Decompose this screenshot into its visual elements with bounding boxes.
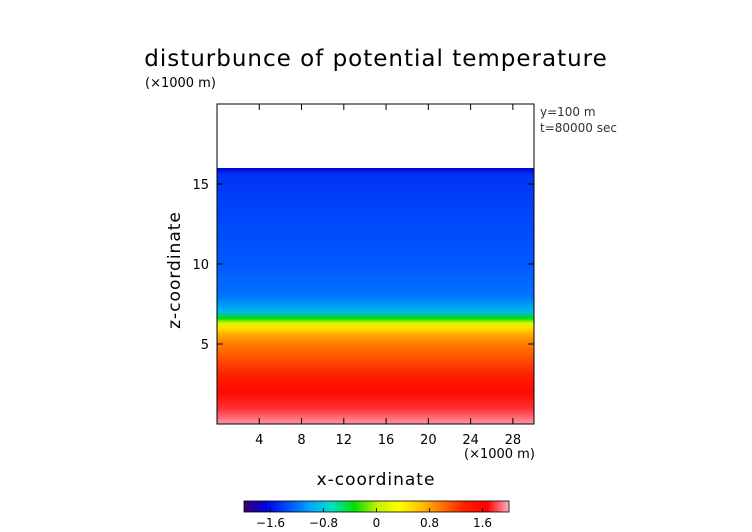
x-tick-label: 20 bbox=[420, 433, 437, 448]
colorbar-tick-label: 1.6 bbox=[473, 516, 492, 530]
temperature-field bbox=[217, 168, 534, 424]
x-tick-label: 8 bbox=[297, 433, 305, 448]
y-axis-units-label: (×1000 m) bbox=[145, 76, 216, 91]
x-tick-label: 4 bbox=[255, 433, 263, 448]
x-axis-label: x-coordinate bbox=[316, 470, 436, 490]
x-axis-units-label: (×1000 m) bbox=[464, 447, 535, 462]
colorbar-tick-label: 0 bbox=[373, 516, 381, 530]
annotation-time: t=80000 sec bbox=[540, 121, 617, 135]
colorbar-tick-label: 0.8 bbox=[420, 516, 439, 530]
x-axis-ticks: 4 8 12 16 20 24 28 bbox=[255, 104, 521, 448]
x-tick-label: 12 bbox=[336, 433, 353, 448]
y-axis-ticks: 5 10 15 bbox=[192, 178, 534, 353]
chart-title: disturbunce of potential temperature bbox=[144, 46, 608, 72]
colorbar-tick-label: −1.6 bbox=[256, 516, 285, 530]
annotation-y-position: y=100 m bbox=[540, 105, 596, 119]
x-tick-label: 16 bbox=[378, 433, 395, 448]
y-tick-label: 5 bbox=[201, 338, 209, 353]
x-tick-label: 28 bbox=[505, 433, 522, 448]
colorbar-tick-label: −0.8 bbox=[309, 516, 338, 530]
colorbar-ticks: −1.6 −0.8 0 0.8 1.6 bbox=[256, 508, 492, 530]
y-tick-label: 15 bbox=[192, 178, 209, 193]
y-tick-label: 10 bbox=[192, 258, 209, 273]
x-tick-label: 24 bbox=[462, 433, 479, 448]
